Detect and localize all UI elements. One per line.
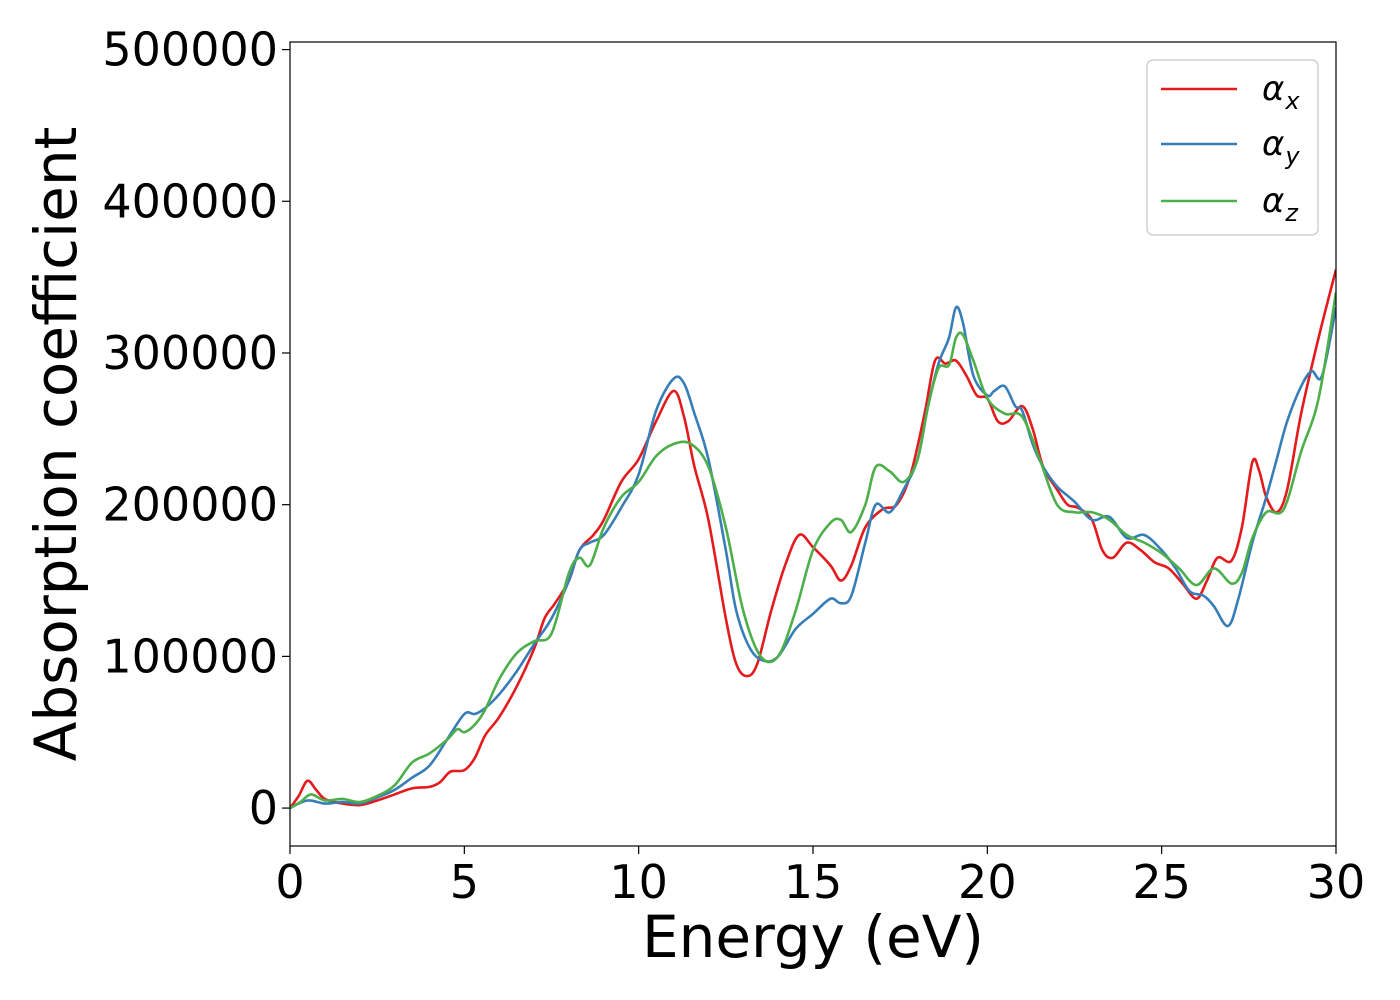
x-tick-label: 25 [1132,855,1191,909]
x-tick-label: 30 [1307,855,1366,909]
y-tick-label: 500000 [102,23,278,77]
x-axis-ticks: 0 5 10 15 20 25 30 [275,846,1365,909]
x-tick-label: 0 [275,855,304,909]
y-tick-label: 300000 [102,326,278,380]
y-axis-label: Absorption coefficient [22,127,90,762]
series-layer [290,269,1336,810]
legend-label-x: αx [1262,69,1300,115]
series-line-y [290,305,1336,810]
y-tick-label: 400000 [102,174,278,228]
y-tick-label: 200000 [102,478,278,532]
y-tick-label: 100000 [102,629,278,683]
x-axis-label: Energy (eV) [642,903,984,971]
y-tick-label: 0 [249,781,278,835]
series-line-x [290,269,1336,809]
legend: αx αy αz [1146,59,1319,236]
legend-label-z: αz [1262,181,1299,227]
x-tick-label: 20 [958,855,1017,909]
x-tick-label: 10 [609,855,668,909]
x-tick-label: 15 [784,855,843,909]
y-axis-ticks: 0 100000 200000 300000 400000 500000 [102,23,290,835]
legend-box [1146,59,1319,236]
series-line-z [290,292,1336,810]
x-tick-label: 5 [450,855,479,909]
legend-label-y: αy [1262,124,1300,170]
